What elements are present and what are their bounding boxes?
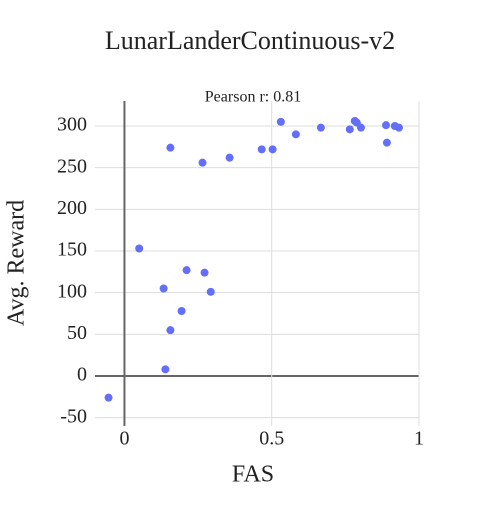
point — [104, 393, 113, 402]
point — [356, 123, 365, 132]
y-tick-label: 0 — [77, 364, 87, 386]
point — [200, 268, 209, 277]
annotation: Pearson r: 0.81 — [205, 89, 301, 106]
point — [198, 158, 207, 167]
point — [166, 326, 175, 335]
x-tick-label: 0.5 — [259, 428, 284, 450]
y-tick-label: 250 — [57, 155, 87, 177]
point — [382, 121, 391, 130]
point — [276, 117, 285, 126]
point — [161, 365, 170, 374]
x-tick-label: 0 — [119, 428, 129, 450]
y-tick-label: 50 — [67, 322, 87, 344]
point — [206, 287, 215, 296]
point — [135, 244, 144, 253]
point — [257, 145, 266, 154]
y-tick-label: 300 — [57, 114, 87, 136]
point — [394, 123, 403, 132]
point — [268, 145, 277, 154]
chart-title: LunarLanderContinuous-v2 — [105, 26, 395, 55]
y-tick-label: 150 — [57, 239, 87, 261]
point — [316, 123, 325, 132]
point — [382, 138, 391, 147]
point — [182, 266, 191, 275]
point — [166, 143, 175, 152]
y-tick-label: 200 — [57, 197, 87, 219]
point — [177, 307, 186, 315]
y-tick-label: -50 — [60, 405, 87, 427]
point — [159, 284, 168, 293]
y-tick-label: 100 — [57, 280, 87, 302]
x-tick-label: 1 — [414, 428, 424, 450]
point — [345, 125, 354, 134]
point — [225, 153, 234, 162]
point — [291, 130, 300, 139]
y-axis-label: Avg. Reward — [4, 200, 30, 326]
x-axis-label: FAS — [232, 462, 274, 488]
